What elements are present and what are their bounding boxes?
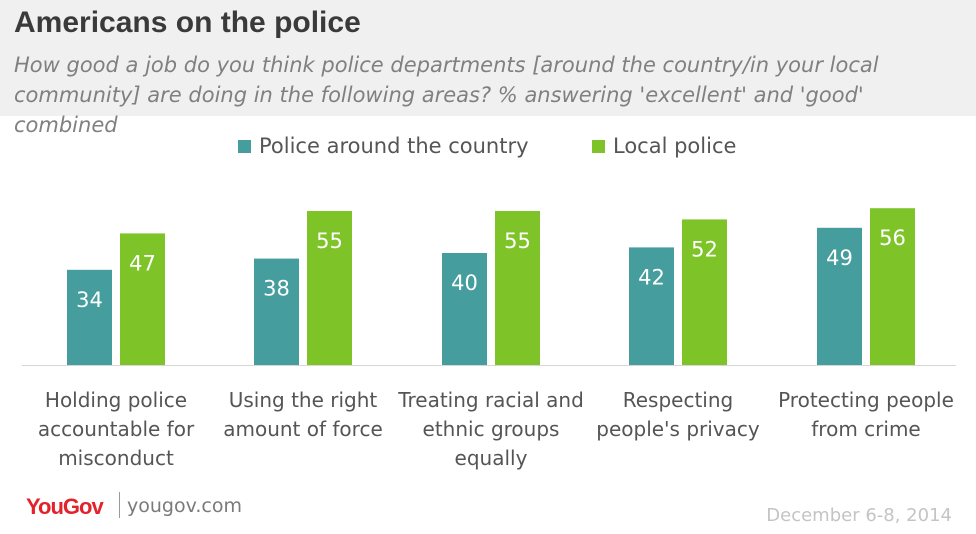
bar-local-accountable	[120, 233, 165, 365]
footer-divider	[119, 492, 120, 518]
data-label-country-accountable: 34	[76, 288, 103, 312]
data-label-local-equally: 55	[504, 229, 531, 253]
category-label-accountable: Holding police accountable for misconduc…	[37, 388, 195, 470]
category-label-privacy: Respecting people's privacy	[596, 388, 760, 441]
chart-title: Americans on the police	[14, 6, 361, 39]
data-label-local-privacy: 52	[691, 237, 718, 261]
data-label-local-accountable: 47	[129, 251, 156, 275]
data-label-country-equally: 40	[451, 271, 478, 295]
category-label-equally: Treating racial and ethnic groups equall…	[398, 388, 584, 470]
legend-swatch-local	[592, 139, 605, 153]
bar-country-equally	[442, 253, 487, 365]
category-label-crime: Protecting people from crime	[778, 388, 954, 441]
legend-item-local: Local police	[592, 134, 736, 158]
data-label-country-crime: 49	[826, 246, 853, 270]
bar-country-force	[254, 258, 299, 365]
legend-label-country: Police around the country	[259, 134, 529, 158]
yougov-logo: YouGov	[26, 494, 104, 519]
data-label-local-crime: 56	[879, 226, 906, 250]
footer-date: December 6-8, 2014	[766, 505, 952, 526]
bar-country-crime	[817, 227, 862, 365]
data-label-local-force: 55	[316, 229, 343, 253]
legend-swatch-country	[238, 139, 251, 153]
bar-local-equally	[495, 211, 540, 365]
chart-subtitle: How good a job do you think police depar…	[14, 53, 879, 137]
legend: Police around the country Local police	[0, 134, 976, 162]
legend-item-country: Police around the country	[238, 134, 529, 158]
header-band: Americans on the police How good a job d…	[0, 0, 976, 137]
bar-local-crime	[870, 208, 915, 365]
data-label-country-privacy: 42	[638, 265, 665, 289]
data-label-country-force: 38	[263, 277, 290, 301]
bar-country-privacy	[629, 247, 674, 365]
bar-local-force	[307, 211, 352, 365]
footer-url[interactable]: yougov.com	[127, 495, 242, 517]
category-label-force: Using the right amount of force	[223, 388, 383, 441]
bar-country-accountable	[67, 269, 112, 365]
legend-label-local: Local police	[613, 134, 737, 158]
bar-local-privacy	[682, 219, 727, 365]
